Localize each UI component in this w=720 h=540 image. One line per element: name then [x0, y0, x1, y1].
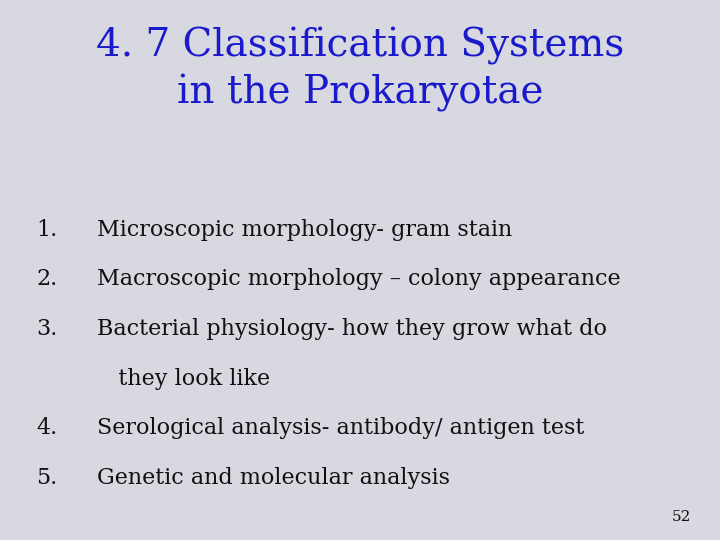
- Text: 52: 52: [672, 510, 691, 524]
- Text: 4. 7 Classification Systems
in the Prokaryotae: 4. 7 Classification Systems in the Proka…: [96, 27, 624, 112]
- Text: 2.: 2.: [36, 268, 58, 291]
- Text: Genetic and molecular analysis: Genetic and molecular analysis: [97, 467, 450, 489]
- Text: 1.: 1.: [36, 219, 58, 241]
- Text: Macroscopic morphology – colony appearance: Macroscopic morphology – colony appearan…: [97, 268, 621, 291]
- Text: Serological analysis- antibody/ antigen test: Serological analysis- antibody/ antigen …: [97, 417, 585, 440]
- Text: they look like: they look like: [97, 368, 270, 390]
- Text: 3.: 3.: [36, 318, 58, 340]
- Text: 5.: 5.: [36, 467, 58, 489]
- Text: Bacterial physiology- how they grow what do: Bacterial physiology- how they grow what…: [97, 318, 607, 340]
- Text: 4.: 4.: [36, 417, 58, 440]
- Text: Microscopic morphology- gram stain: Microscopic morphology- gram stain: [97, 219, 513, 241]
